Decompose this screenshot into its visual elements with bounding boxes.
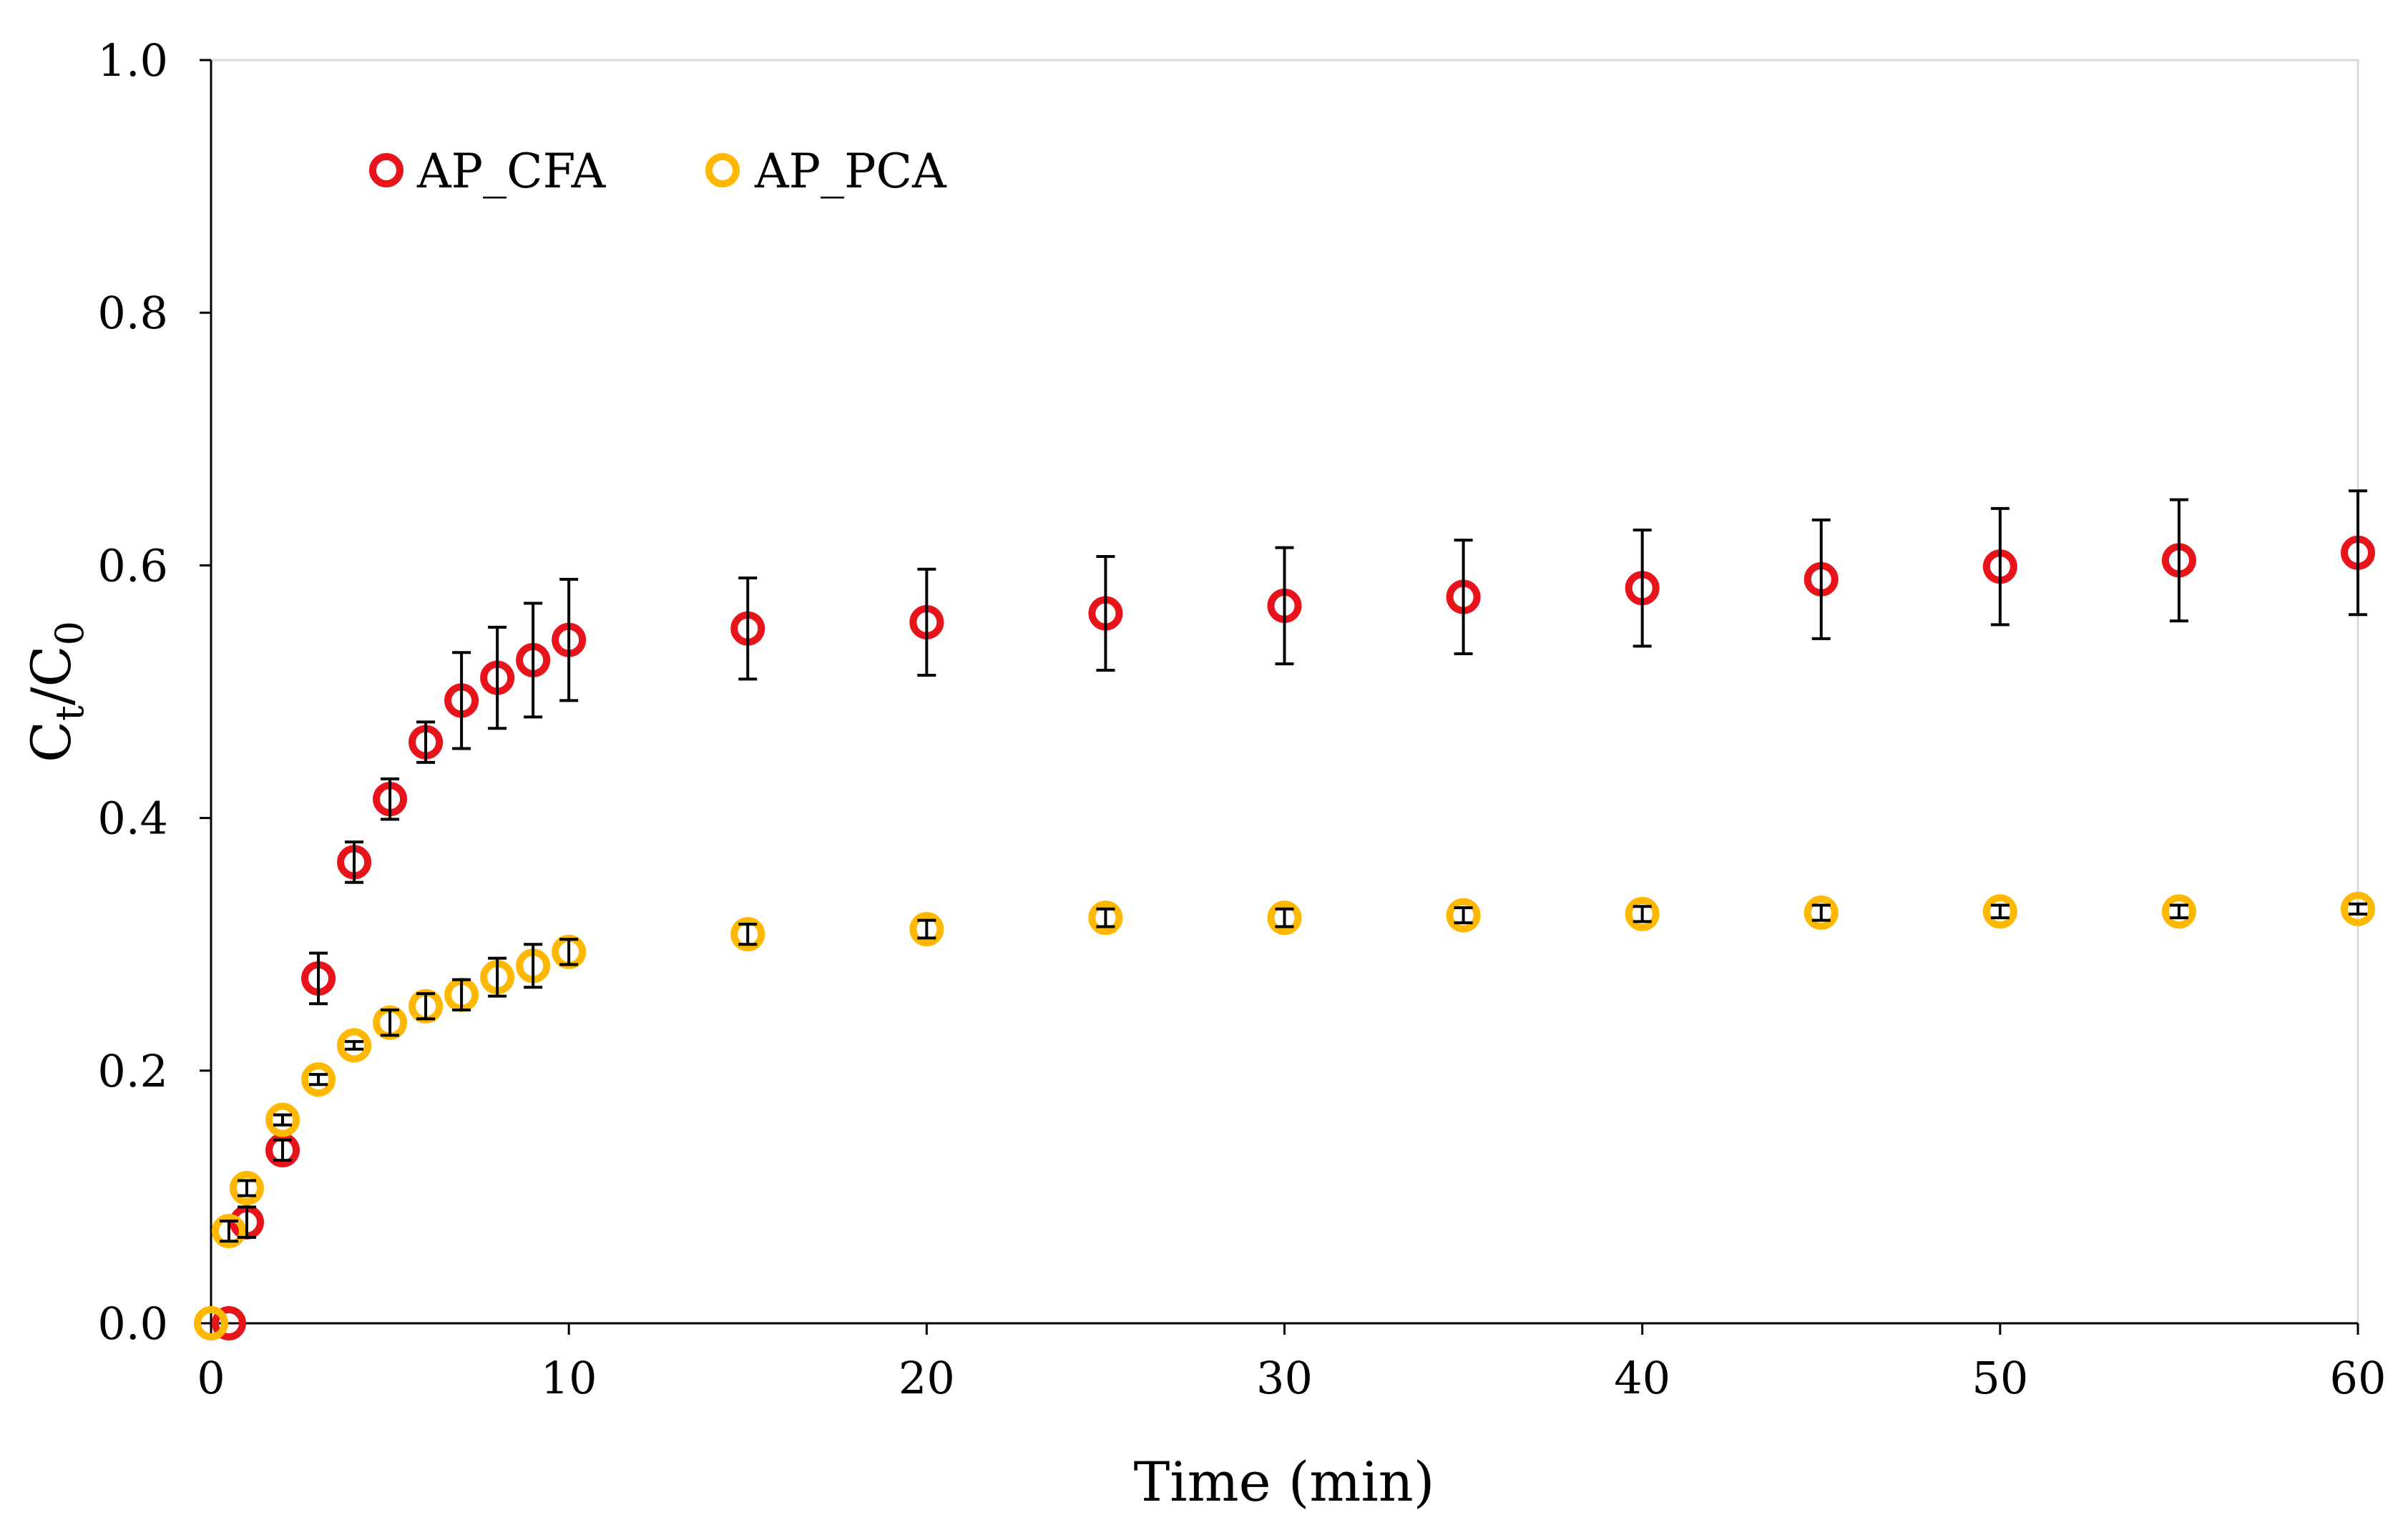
error-bar-ap-cfa: [416, 720, 436, 764]
error-bar-ap-pca: [1096, 907, 1115, 928]
data-point-ap-pca: [730, 917, 765, 952]
data-point-ap-pca: [909, 912, 944, 947]
error-bar-ap-cfa: [524, 602, 543, 719]
error-bar-ap-cfa: [1454, 539, 1473, 656]
error-bar-ap-cfa: [2169, 498, 2188, 623]
error-bar-ap-cfa: [2349, 489, 2367, 617]
x-tick-label: 30: [1256, 1352, 1313, 1404]
data-point-ap-pca: [230, 1171, 265, 1206]
error-bar-ap-pca: [1811, 903, 1831, 922]
error-bar-ap-pca: [238, 1179, 257, 1197]
x-tick-label: 0: [197, 1352, 225, 1404]
data-point-ap-pca: [301, 1062, 336, 1097]
error-bar-ap-cfa: [1275, 546, 1294, 666]
errorbar-layer: [220, 489, 2367, 1243]
error-bar-ap-pca: [1275, 907, 1294, 928]
x-tick-label: 10: [541, 1352, 597, 1404]
y-tick-label: 0.0: [97, 1298, 168, 1350]
error-bar-ap-pca: [559, 938, 579, 966]
error-bar-ap-pca: [220, 1219, 239, 1243]
error-bar-ap-cfa: [273, 1138, 293, 1162]
error-bar-ap-cfa: [1633, 528, 1652, 648]
error-bar-ap-cfa: [559, 577, 579, 702]
error-bar-ap-pca: [273, 1113, 293, 1127]
error-bar-ap-cfa: [738, 577, 758, 681]
error-bar-ap-pca: [416, 992, 436, 1021]
data-point-ap-pca: [1625, 896, 1660, 931]
x-tick-label: 50: [1972, 1352, 2028, 1404]
error-bar-ap-pca: [345, 1040, 364, 1051]
data-point-ap-pca: [2341, 891, 2375, 926]
error-bar-ap-cfa: [1096, 555, 1115, 672]
y-axis-title: Ct/C0: [19, 621, 92, 762]
error-bar-ap-cfa: [345, 840, 364, 884]
error-bar-ap-pca: [2349, 902, 2367, 916]
error-bar-ap-pca: [452, 978, 471, 1012]
error-bar-ap-pca: [738, 922, 758, 946]
error-bar-ap-cfa: [488, 625, 507, 730]
data-point-ap-pca: [1982, 894, 2017, 929]
data-point-ap-pca: [194, 1306, 228, 1340]
error-bar-ap-pca: [381, 1009, 400, 1037]
y-axis-ticks: 0.0 0.2 0.4 0.6 0.8 1.0: [97, 34, 211, 1350]
y-tick-label: 0.2: [97, 1045, 168, 1097]
data-point-ap-pca: [1088, 901, 1123, 936]
error-bar-ap-cfa: [238, 1205, 257, 1239]
error-bar-ap-cfa: [917, 567, 936, 677]
error-bar-ap-cfa: [1990, 506, 2010, 627]
legend: AP_CFA AP_PCA: [369, 144, 947, 199]
error-bar-ap-pca: [917, 918, 936, 940]
x-axis-title: Time (min): [1134, 1450, 1435, 1514]
error-bar-ap-cfa: [309, 951, 328, 1006]
x-tick-label: 20: [899, 1352, 955, 1404]
data-point-ap-pca: [337, 1028, 372, 1063]
error-bar-ap-pca: [1454, 906, 1473, 925]
error-bar-ap-pca: [524, 943, 543, 989]
error-bar-ap-cfa: [452, 651, 471, 750]
y-tick-label: 0.8: [97, 287, 168, 339]
data-point-ap-pca: [265, 1102, 300, 1137]
error-bar-ap-pca: [488, 956, 507, 998]
data-point-ap-pca: [1267, 901, 1302, 936]
error-bar-ap-pca: [1633, 905, 1652, 923]
y-tick-label: 0.4: [97, 793, 168, 845]
data-point-ap-pca: [1446, 898, 1481, 933]
x-axis-ticks: 0 10 20 30 40 50 60: [197, 1323, 2386, 1404]
y-tick-label: 1.0: [97, 34, 168, 87]
legend-marker-ap-cfa: [369, 153, 403, 187]
x-tick-label: 40: [1614, 1352, 1670, 1404]
legend-marker-ap-pca: [705, 153, 740, 187]
legend-label-ap-cfa: AP_CFA: [416, 144, 607, 199]
error-bar-ap-pca: [2169, 903, 2188, 920]
error-bar-ap-pca: [1990, 903, 2010, 920]
error-bar-ap-cfa: [381, 777, 400, 821]
error-bar-ap-cfa: [1811, 518, 1831, 640]
y-tick-label: 0.6: [97, 539, 168, 592]
data-point-ap-pca: [1803, 896, 1839, 931]
error-bar-ap-pca: [309, 1073, 328, 1087]
legend-label-ap-pca: AP_PCA: [754, 144, 947, 199]
data-point-ap-pca: [2161, 894, 2196, 929]
x-tick-label: 60: [2330, 1352, 2387, 1404]
data-point-ap-pca: [212, 1214, 247, 1249]
data-point-ap-cfa: [212, 1306, 247, 1340]
